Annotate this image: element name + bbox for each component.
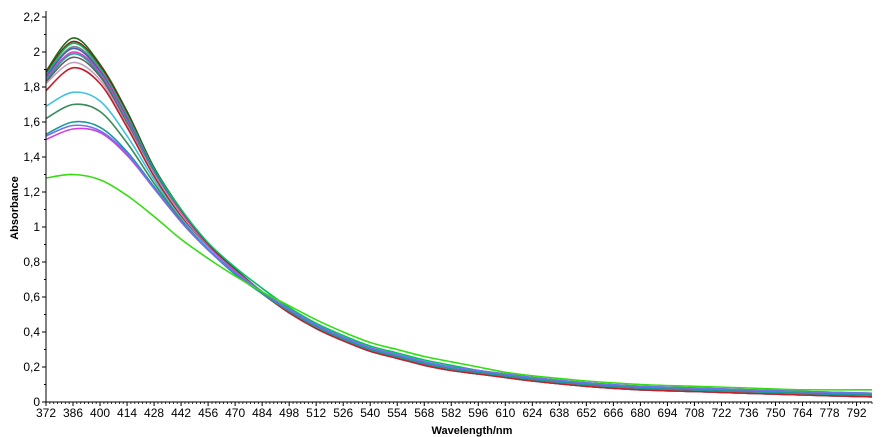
x-tick-label: 652 (576, 406, 596, 420)
x-axis-title: Wavelength/nm (432, 425, 513, 437)
x-tick-label: 456 (198, 406, 218, 420)
x-tick-label: 792 (847, 406, 867, 420)
x-tick-label: 708 (684, 406, 704, 420)
series-line-1 (45, 37, 873, 396)
series-line-10 (45, 66, 873, 398)
x-tick-label: 526 (333, 406, 353, 420)
x-tick-label: 736 (738, 406, 758, 420)
x-tick-label: 778 (820, 406, 840, 420)
series-line-3 (45, 42, 873, 395)
y-tick-label: 1,8 (23, 80, 40, 94)
x-tick-label: 610 (495, 406, 515, 420)
series-layer (45, 37, 873, 398)
y-tick-label: 2 (33, 45, 40, 59)
series-line-5 (45, 47, 873, 396)
x-tick-label: 498 (279, 406, 299, 420)
x-tick-label: 442 (171, 406, 191, 420)
x-tick-label: 554 (387, 406, 407, 420)
x-tick-label: 470 (225, 406, 245, 420)
x-tick-label: 484 (252, 406, 272, 420)
y-tick-label: 2,2 (23, 10, 40, 24)
x-tick-label: 694 (657, 406, 677, 420)
x-tick-label: 596 (468, 406, 488, 420)
series-line-11 (45, 91, 873, 396)
x-tick-label: 386 (63, 406, 83, 420)
y-tick-label: 0,6 (23, 290, 40, 304)
series-line-8 (45, 56, 873, 398)
y-tick-label: 1,4 (23, 150, 40, 164)
x-tick-label: 750 (765, 406, 785, 420)
y-tick-label: 0,2 (23, 360, 40, 374)
y-axis-title: Absorbance (9, 176, 21, 240)
series-line-14 (45, 127, 873, 395)
series-line-6 (45, 51, 873, 396)
x-tick-label: 400 (90, 406, 110, 420)
series-line-7 (45, 52, 873, 398)
y-tick-label: 0,8 (23, 255, 40, 269)
x-tick-label: 680 (630, 406, 650, 420)
series-line-13 (45, 120, 873, 396)
series-line-16 (45, 173, 873, 391)
axes-layer: 0 0,2 0,4 0,6 0,8 1 1,2 1,4 1,6 1,8 2 2,2 372 386 400 4… (23, 10, 873, 420)
y-tick-label: 1 (33, 220, 40, 234)
series-line-12 (45, 103, 873, 396)
x-tick-label: 582 (441, 406, 461, 420)
x-tick-label: 568 (414, 406, 434, 420)
x-tick-label: 624 (522, 406, 542, 420)
x-tick-label: 414 (117, 406, 137, 420)
y-tick-label: 0 (33, 395, 40, 409)
x-tick-label: 372 (36, 406, 56, 420)
y-tick-label: 1,6 (23, 115, 40, 129)
x-tick-label: 722 (711, 406, 731, 420)
x-tick-label: 764 (793, 406, 813, 420)
x-tick-label: 512 (306, 406, 326, 420)
series-line-15 (45, 124, 873, 395)
series-line-2 (45, 40, 873, 396)
x-tick-label: 540 (360, 406, 380, 420)
y-tick-label: 0,4 (23, 325, 40, 339)
x-tick-label: 666 (603, 406, 623, 420)
y-tick-label: 1,2 (23, 185, 40, 199)
x-tick-label: 428 (144, 406, 164, 420)
series-line-4 (45, 45, 873, 398)
x-tick-label: 638 (549, 406, 569, 420)
